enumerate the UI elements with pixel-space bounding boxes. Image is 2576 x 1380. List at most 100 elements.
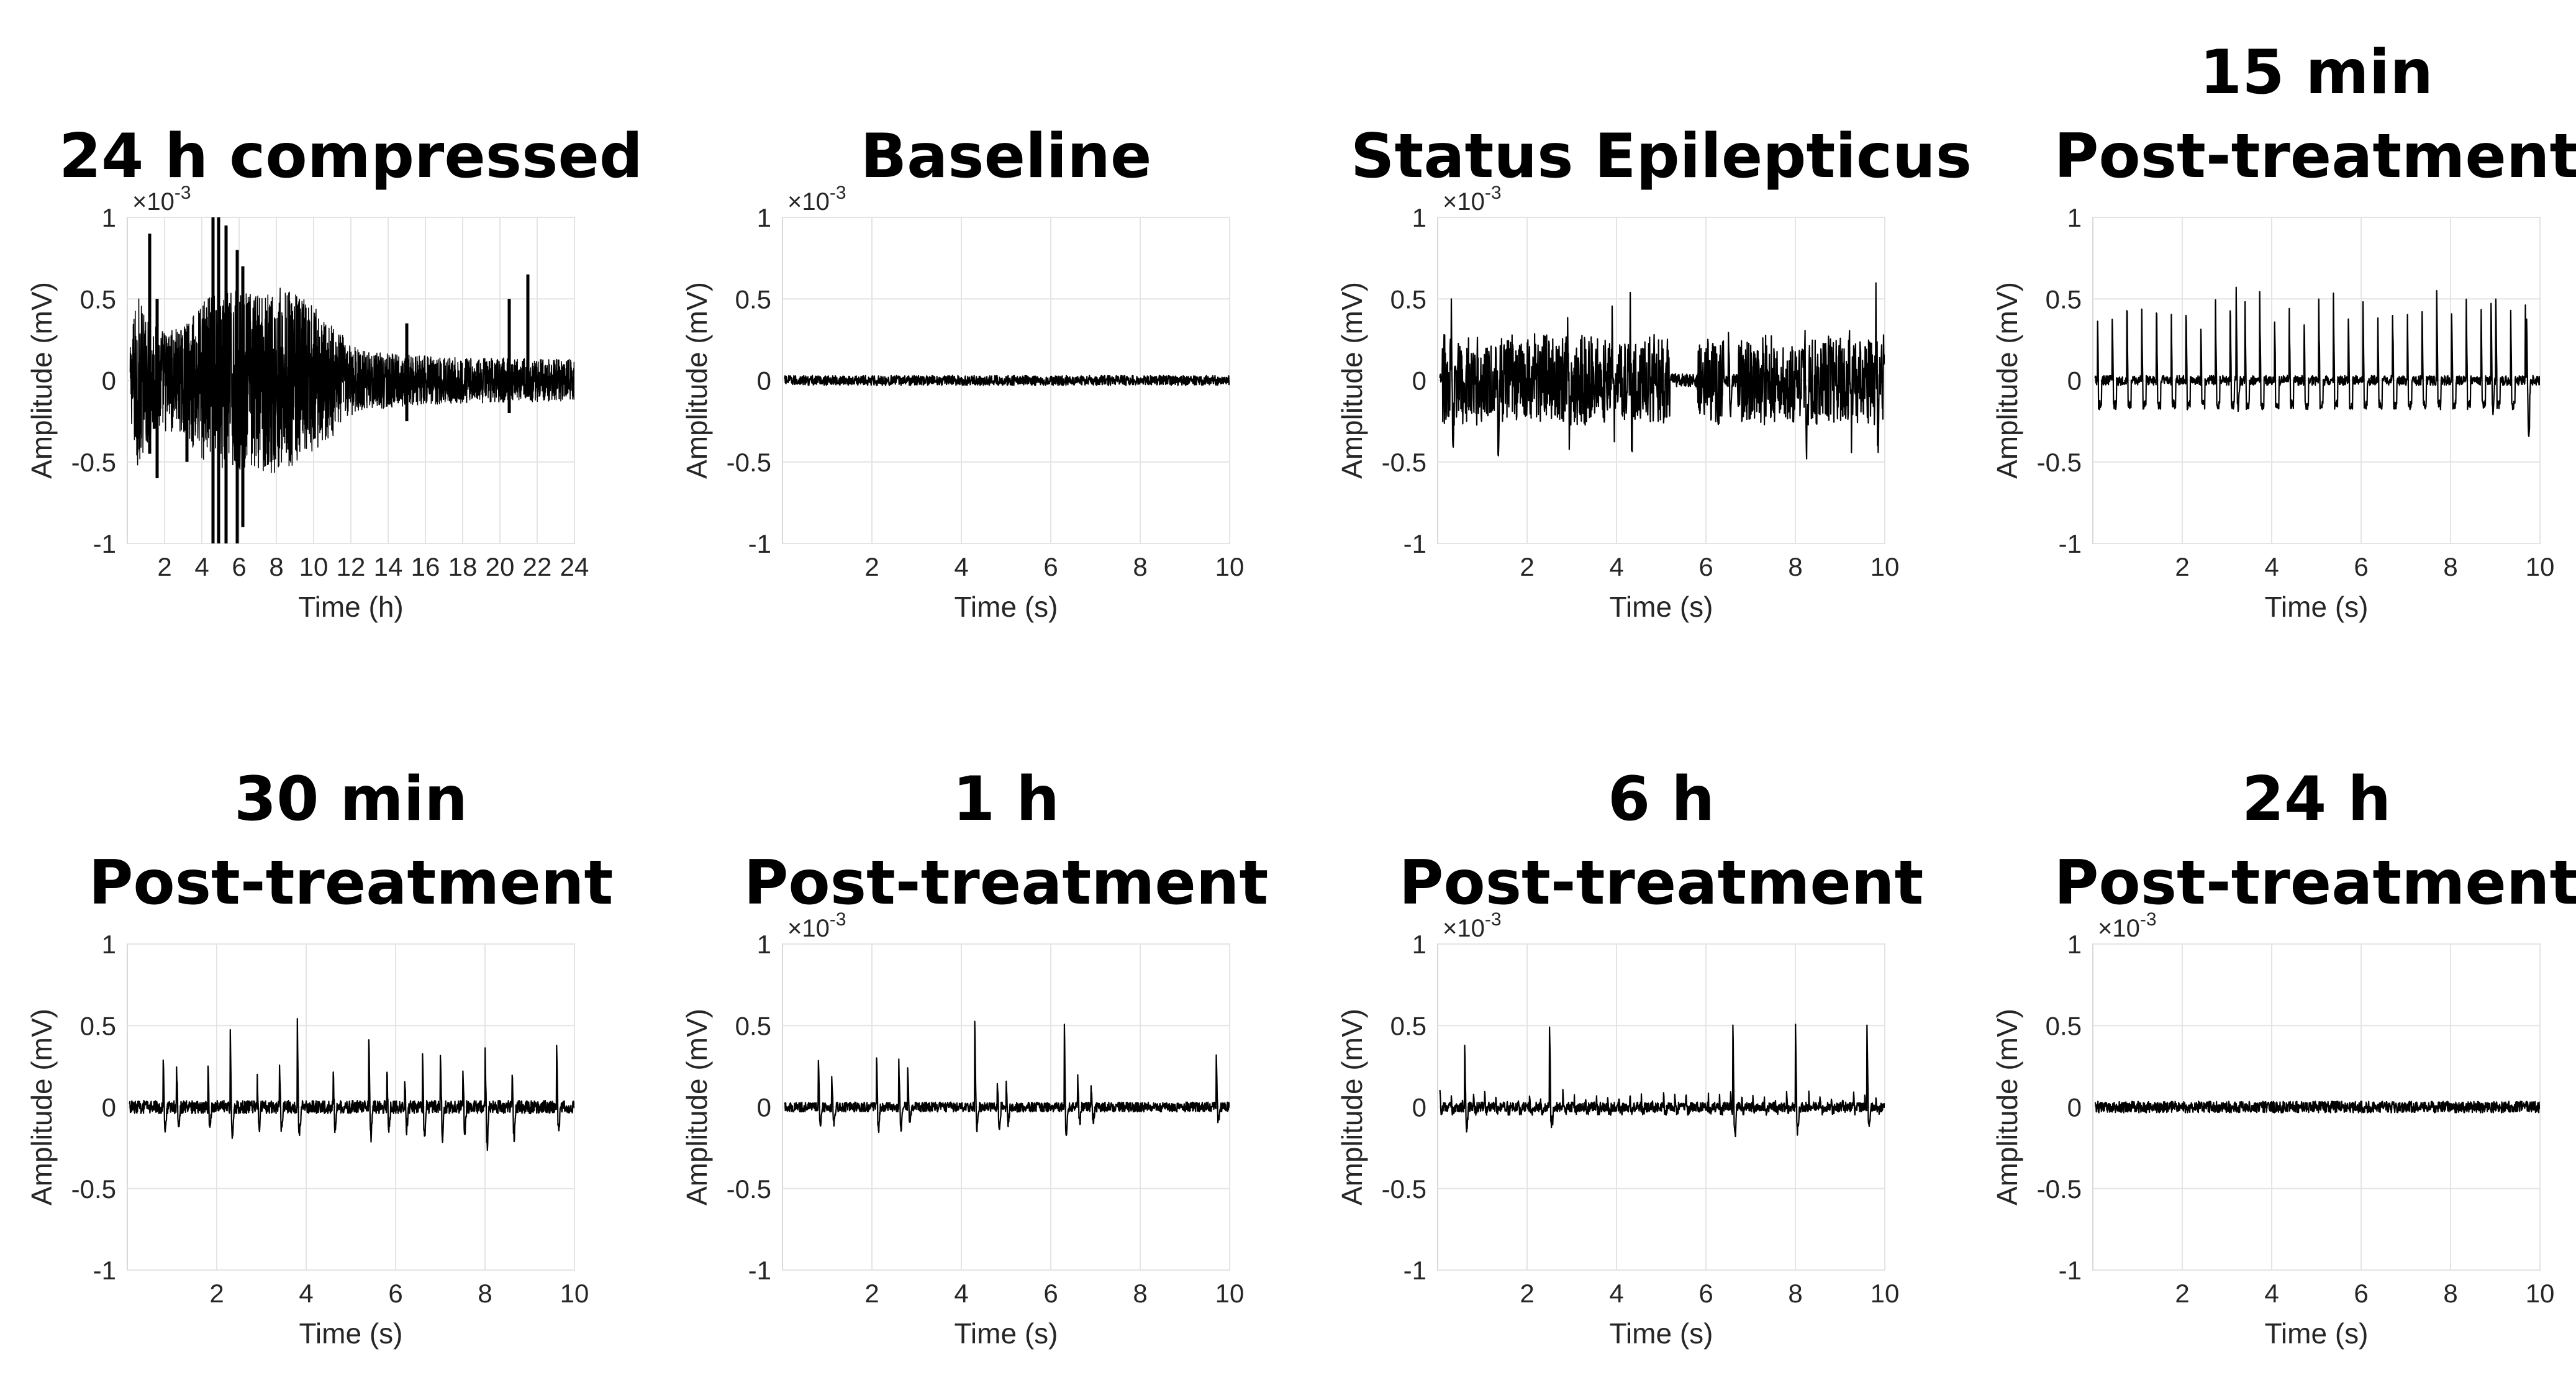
x-tick-label: 4 xyxy=(954,552,968,581)
signal-trace xyxy=(784,375,1230,386)
chart-panel: 2 4 6 8 10 -1 -0.5 0 0.5 1 Time (s) Amplitude (mV) ×… xyxy=(681,764,1268,1350)
y-tick-label: 1 xyxy=(2067,203,2082,232)
chart-panel: 2 4 6 8 10 -1 -0.5 0 0.5 1 Time (s) Amplitude (mV) ×… xyxy=(1336,121,1972,623)
chart-title: Post-treatment xyxy=(744,848,1269,919)
x-tick-label: 10 xyxy=(2526,1279,2555,1308)
y-tick-label: -1 xyxy=(1404,529,1426,558)
chart-title: 6 h xyxy=(1608,764,1715,835)
x-tick-label: 6 xyxy=(1043,1279,1058,1308)
y-tick-label: -0.5 xyxy=(727,448,771,477)
y-tick-label: 0 xyxy=(102,366,116,396)
y-axis-label: Amplitude (mV) xyxy=(1991,1009,2023,1205)
x-axis-label: Time (h) xyxy=(298,591,404,623)
y-axis-label: Amplitude (mV) xyxy=(1336,282,1368,479)
x-tick-label: 24 xyxy=(560,552,589,581)
x-axis-label: Time (s) xyxy=(2265,591,2369,623)
y-tick-label: -0.5 xyxy=(1382,1174,1426,1204)
y-axis-label: Amplitude (mV) xyxy=(681,282,713,479)
chart-title: Status Epilepticus xyxy=(1351,121,1972,192)
x-tick-label: 6 xyxy=(1698,1279,1713,1308)
y-tick-label: 1 xyxy=(1412,930,1426,959)
x-axis-label: Time (s) xyxy=(1610,591,1713,623)
signal-trace xyxy=(784,1020,1230,1137)
x-tick-label: 4 xyxy=(954,1279,968,1308)
y-tick-label: -0.5 xyxy=(727,1174,771,1204)
y-tick-label: 0.5 xyxy=(735,284,771,314)
y-tick-label: -0.5 xyxy=(2037,1174,2082,1204)
x-tick-label: 4 xyxy=(299,1279,313,1308)
x-axis-label: Time (s) xyxy=(1610,1317,1713,1350)
x-tick-label: 4 xyxy=(2264,552,2279,581)
y-tick-label: 0 xyxy=(2067,366,2082,396)
y-tick-label: 0.5 xyxy=(1390,284,1426,314)
y-multiplier: ×10-3 xyxy=(1443,909,1502,942)
chart-title: 1 h xyxy=(953,764,1059,835)
y-multiplier: ×10-3 xyxy=(132,183,191,216)
y-tick-label: 1 xyxy=(102,203,116,232)
chart-panel: 2 4 6 8 10 -1 -0.5 0 0.5 1 Time (s) Amplitude (mV) 3… xyxy=(25,764,613,1350)
y-tick-label: -0.5 xyxy=(71,448,116,477)
y-tick-label: 0.5 xyxy=(80,1011,116,1040)
x-tick-label: 8 xyxy=(1788,552,1802,581)
y-tick-label: 1 xyxy=(757,930,771,959)
x-tick-label: 10 xyxy=(560,1279,589,1308)
x-tick-label: 4 xyxy=(2264,1279,2279,1308)
y-tick-label: -1 xyxy=(748,529,771,558)
x-tick-label: 6 xyxy=(1698,552,1713,581)
x-tick-label: 10 xyxy=(1215,552,1245,581)
y-tick-label: 0 xyxy=(757,366,771,396)
y-tick-label: 0.5 xyxy=(80,284,116,314)
chart-title: Post-treatment xyxy=(2054,121,2576,192)
y-tick-label: 1 xyxy=(1412,203,1426,232)
y-tick-label: 0 xyxy=(2067,1093,2082,1122)
x-tick-label: 2 xyxy=(209,1279,224,1308)
y-tick-label: 1 xyxy=(2067,930,2082,959)
chart-title: 24 h xyxy=(2242,764,2391,835)
chart-panel: 2 4 6 8 10 -1 -0.5 0 0.5 1 Time (s) Amplitude (mV) 1… xyxy=(1991,37,2576,623)
signal-trace xyxy=(1439,1024,1885,1138)
y-tick-label: -0.5 xyxy=(71,1174,116,1204)
y-tick-label: -0.5 xyxy=(2037,448,2082,477)
x-tick-label: 8 xyxy=(2443,552,2457,581)
x-tick-label: 2 xyxy=(2175,1279,2189,1308)
x-tick-label: 16 xyxy=(411,552,440,581)
y-axis-label: Amplitude (mV) xyxy=(681,1009,713,1205)
signal-trace xyxy=(2094,286,2540,437)
x-tick-label: 6 xyxy=(232,552,246,581)
signal-trace xyxy=(1439,282,1885,460)
y-multiplier: ×10-3 xyxy=(1443,183,1502,216)
y-tick-label: 0.5 xyxy=(735,1011,771,1040)
chart-title: Post-treatment xyxy=(2054,848,2576,919)
signal-trace xyxy=(2094,1101,2540,1114)
x-tick-label: 8 xyxy=(478,1279,492,1308)
x-tick-label: 10 xyxy=(299,552,329,581)
x-tick-label: 4 xyxy=(194,552,209,581)
x-tick-label: 8 xyxy=(1133,1279,1147,1308)
x-tick-label: 2 xyxy=(1520,1279,1534,1308)
chart-title: Baseline xyxy=(860,121,1151,192)
x-axis-label: Time (s) xyxy=(2265,1317,2369,1350)
y-axis-label: Amplitude (mV) xyxy=(25,282,58,479)
x-axis-label: Time (s) xyxy=(299,1317,403,1350)
y-tick-label: 0.5 xyxy=(2046,284,2082,314)
x-tick-label: 12 xyxy=(337,552,366,581)
y-tick-label: 0 xyxy=(102,1093,116,1122)
y-axis-label: Amplitude (mV) xyxy=(1991,282,2023,479)
chart-title: Post-treatment xyxy=(89,848,614,919)
chart-title: 15 min xyxy=(2200,37,2433,108)
x-tick-label: 10 xyxy=(1871,552,1900,581)
x-axis-label: Time (s) xyxy=(955,1317,1058,1350)
y-multiplier: ×10-3 xyxy=(2098,909,2157,942)
y-tick-label: 0 xyxy=(1412,1093,1426,1122)
x-tick-label: 6 xyxy=(2354,1279,2368,1308)
y-tick-label: -1 xyxy=(2059,1256,2082,1285)
x-tick-label: 6 xyxy=(388,1279,402,1308)
x-tick-label: 4 xyxy=(1609,1279,1623,1308)
x-tick-label: 22 xyxy=(523,552,552,581)
x-tick-label: 2 xyxy=(864,552,879,581)
x-tick-label: 18 xyxy=(448,552,478,581)
x-tick-label: 6 xyxy=(1043,552,1058,581)
